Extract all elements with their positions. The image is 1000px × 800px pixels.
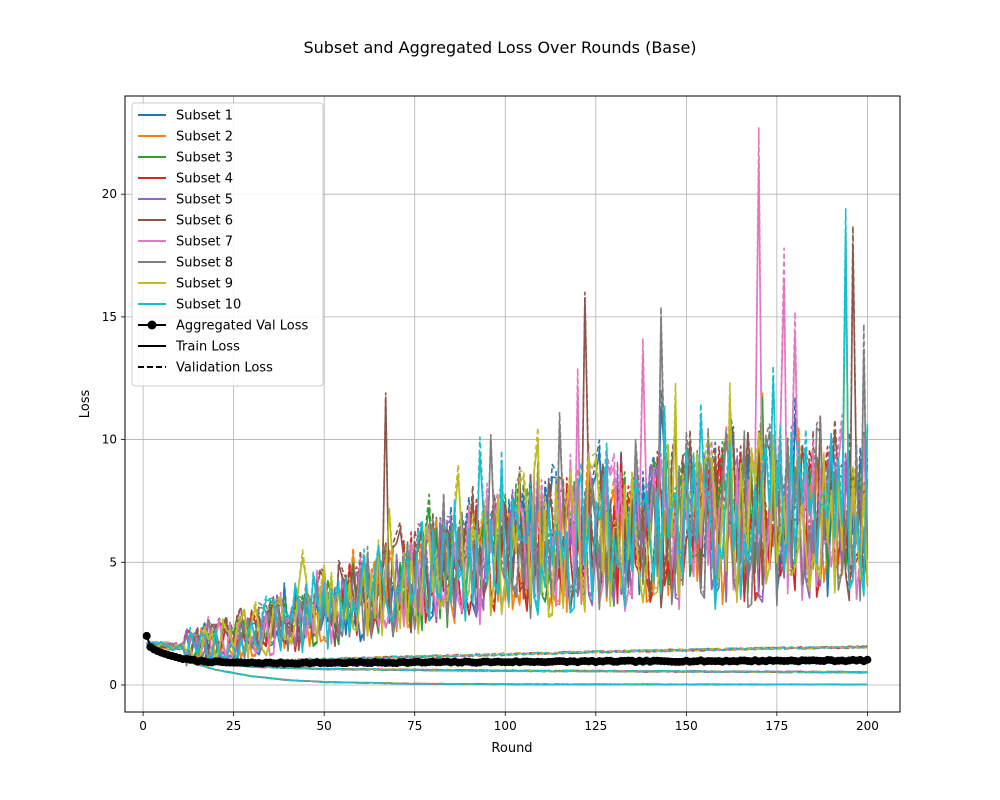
legend-entry: Subset 3 bbox=[138, 151, 233, 166]
legend-entry: Subset 5 bbox=[138, 193, 233, 208]
x-tick-label: 125 bbox=[584, 719, 607, 733]
ticks: 0 25 50 75 100 125 150 175 200 0 5 10 15 20 bbox=[102, 187, 879, 733]
x-axis-label: Round bbox=[491, 741, 532, 756]
x-tick-label: 50 bbox=[317, 719, 332, 733]
legend-label: Train Loss bbox=[175, 340, 240, 355]
legend-box bbox=[131, 102, 324, 387]
legend-entry: Train Loss bbox=[138, 340, 240, 355]
legend-entry: Validation Loss bbox=[138, 361, 273, 376]
subset-lower-val-line bbox=[146, 642, 868, 664]
y-tick-label: 5 bbox=[109, 555, 117, 569]
subset-val-line bbox=[146, 127, 869, 659]
legend-label: Subset 10 bbox=[176, 298, 241, 313]
legend-entry: Subset 9 bbox=[138, 277, 233, 292]
x-tick-label: 100 bbox=[494, 719, 517, 733]
subset-mid-line bbox=[146, 642, 868, 674]
legend-label: Subset 7 bbox=[176, 235, 233, 250]
subset-val-line bbox=[146, 306, 869, 666]
legend-label: Subset 6 bbox=[176, 214, 233, 229]
aggregated-val-point bbox=[142, 631, 151, 640]
legend-label: Subset 5 bbox=[176, 193, 233, 208]
legend-label: Subset 3 bbox=[176, 151, 233, 166]
x-tick-label: 175 bbox=[765, 719, 788, 733]
series-layer bbox=[142, 127, 872, 686]
x-tick-label: 150 bbox=[675, 719, 698, 733]
chart-title: Subset and Aggregated Loss Over Rounds (… bbox=[303, 38, 696, 57]
subset-val-line bbox=[146, 445, 869, 652]
legend-entry: Subset 4 bbox=[138, 172, 233, 187]
y-tick-label: 10 bbox=[102, 433, 117, 447]
legend-entry: Subset 10 bbox=[138, 298, 241, 313]
y-tick-label: 20 bbox=[102, 187, 117, 201]
aggregated-val-point bbox=[863, 655, 872, 664]
legend-label: Subset 9 bbox=[176, 277, 233, 292]
subset-lower-val-line bbox=[146, 641, 868, 664]
legend-marker bbox=[147, 320, 157, 330]
y-axis-label: Loss bbox=[78, 390, 93, 419]
legend-entry: Subset 1 bbox=[138, 109, 233, 124]
x-tick-label: 0 bbox=[139, 719, 147, 733]
legend-entry: Subset 6 bbox=[138, 214, 233, 229]
legend-label: Subset 2 bbox=[176, 130, 233, 145]
y-tick-label: 0 bbox=[109, 678, 117, 692]
subset-val-line bbox=[146, 208, 869, 663]
subset-train-loss-line bbox=[146, 642, 868, 686]
subset-val-line bbox=[146, 395, 869, 664]
legend-label: Aggregated Val Loss bbox=[176, 319, 308, 334]
legend-label: Validation Loss bbox=[176, 361, 273, 376]
legend-entry: Aggregated Val Loss bbox=[138, 319, 308, 334]
legend: Subset 1 Subset 2 Subset 3 Subset 4 Subset 5… bbox=[131, 102, 324, 387]
x-tick-label: 75 bbox=[407, 719, 422, 733]
plot-frame bbox=[124, 95, 901, 713]
legend-entry: Subset 2 bbox=[138, 130, 233, 145]
x-tick-label: 200 bbox=[856, 719, 879, 733]
legend-label: Subset 4 bbox=[176, 172, 233, 187]
legend-entry: Subset 7 bbox=[138, 235, 233, 250]
legend-label: Subset 1 bbox=[176, 109, 233, 124]
x-tick-label: 25 bbox=[226, 719, 241, 733]
y-tick-label: 15 bbox=[102, 310, 117, 324]
legend-entry: Subset 8 bbox=[138, 256, 233, 271]
legend-label: Subset 8 bbox=[176, 256, 233, 271]
